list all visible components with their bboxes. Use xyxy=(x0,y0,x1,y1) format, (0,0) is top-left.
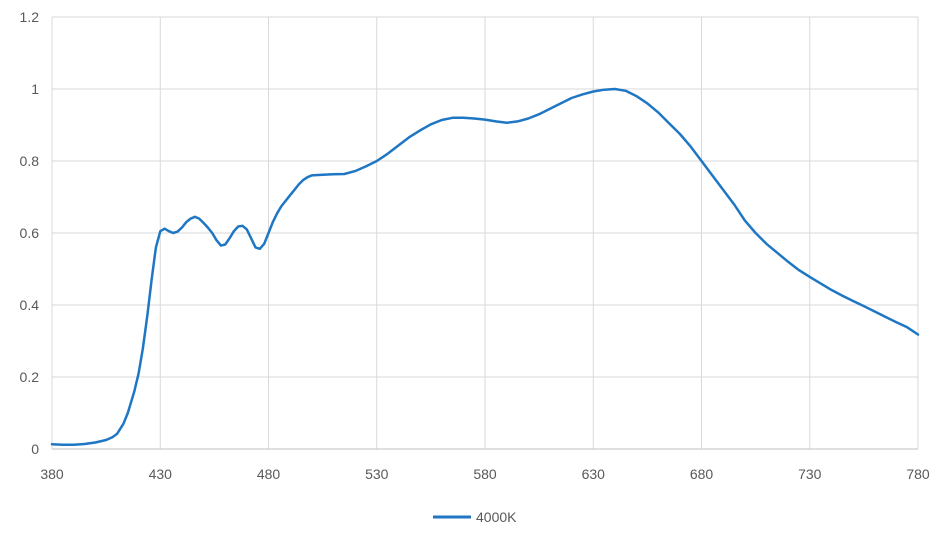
legend-label-4000k: 4000K xyxy=(476,509,517,525)
y-tick-label: 0.4 xyxy=(20,297,40,313)
x-tick-label: 480 xyxy=(257,466,281,482)
y-tick-label: 0 xyxy=(31,441,39,457)
y-tick-label: 1.2 xyxy=(20,9,40,25)
x-tick-label: 580 xyxy=(473,466,497,482)
series-layer xyxy=(50,87,920,446)
x-tick-label: 430 xyxy=(149,466,173,482)
legend: 4000K xyxy=(433,509,517,525)
x-tick-label: 680 xyxy=(690,466,714,482)
y-tick-label: 0.6 xyxy=(20,225,40,241)
y-tick-label: 1 xyxy=(31,81,39,97)
axes: 0 0.2 0.4 0.6 0.8 1 1.2 380 430 480 530 580 630 680 73… xyxy=(20,9,930,482)
x-tick-label: 730 xyxy=(798,466,822,482)
y-tick-label: 0.2 xyxy=(20,369,40,385)
x-tick-label: 380 xyxy=(40,466,64,482)
x-tick-label: 630 xyxy=(582,466,606,482)
x-tick-label: 530 xyxy=(365,466,389,482)
series-line-4000k xyxy=(50,87,920,446)
x-tick-label: 780 xyxy=(906,466,930,482)
y-tick-label: 0.8 xyxy=(20,153,40,169)
gridlines xyxy=(51,16,919,449)
